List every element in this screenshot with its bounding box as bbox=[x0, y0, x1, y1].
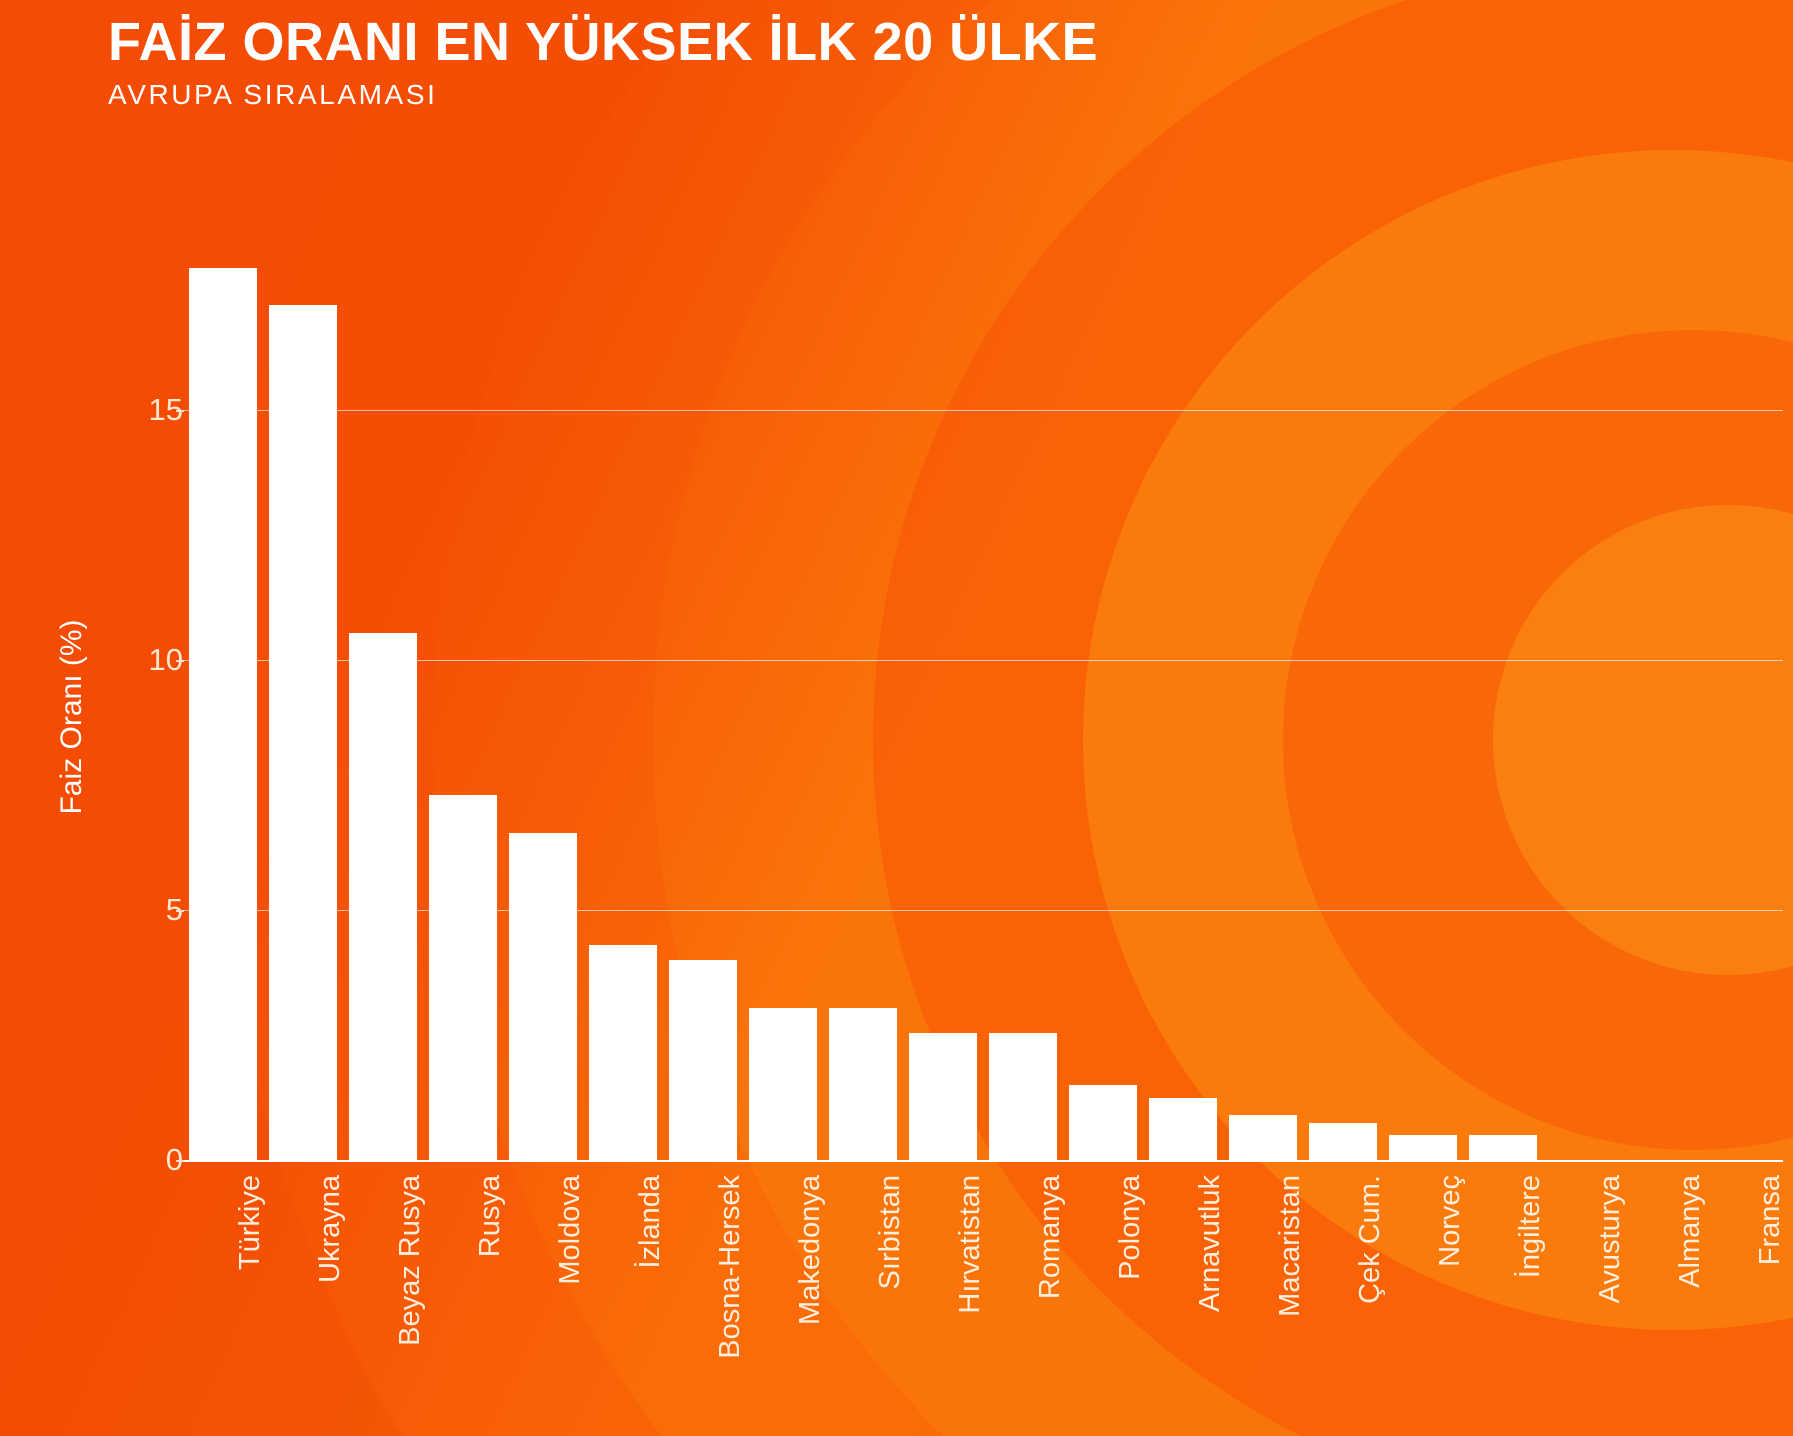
bar[interactable] bbox=[509, 832, 577, 1160]
x-axis-tick-label: Arnavutluk bbox=[1194, 1175, 1226, 1313]
bar-slot[interactable] bbox=[1703, 200, 1783, 1160]
bar[interactable] bbox=[1309, 1122, 1377, 1160]
x-axis-tick-label: Türkiye bbox=[234, 1175, 266, 1271]
bar[interactable] bbox=[429, 795, 497, 1160]
y-axis-label: Faiz Oranı (%) bbox=[55, 619, 88, 815]
bar[interactable] bbox=[589, 945, 657, 1160]
y-tick-label-5: 5 bbox=[165, 892, 183, 927]
bar[interactable] bbox=[669, 960, 737, 1160]
y-tick-label-15: 15 bbox=[148, 392, 183, 427]
x-axis-tick-label: Makedonya bbox=[794, 1175, 826, 1325]
x-axis-tick-label: İzlanda bbox=[634, 1175, 666, 1269]
x-axis-tick-label: Bosna-Hersek bbox=[714, 1175, 746, 1359]
bar[interactable] bbox=[349, 632, 417, 1160]
bar[interactable] bbox=[749, 1007, 817, 1160]
bar[interactable] bbox=[1389, 1135, 1457, 1160]
bar[interactable] bbox=[989, 1032, 1057, 1160]
y-tick-label-10: 10 bbox=[148, 642, 183, 677]
bar-slot[interactable] bbox=[903, 200, 983, 1160]
bar[interactable] bbox=[1229, 1115, 1297, 1160]
bar-slot[interactable] bbox=[263, 200, 343, 1160]
x-axis-tick-label: Sırbistan bbox=[874, 1175, 906, 1290]
y-tick-label-0: 0 bbox=[165, 1142, 183, 1177]
x-axis-tick-label: Moldova bbox=[554, 1175, 586, 1285]
bar-slot[interactable] bbox=[983, 200, 1063, 1160]
bar-slot[interactable] bbox=[1303, 200, 1383, 1160]
bar-slot[interactable] bbox=[1623, 200, 1703, 1160]
x-axis-tick-label: Macaristan bbox=[1274, 1175, 1306, 1317]
bar-slot[interactable] bbox=[1383, 200, 1463, 1160]
bar-slot[interactable] bbox=[183, 200, 263, 1160]
bar-slot[interactable] bbox=[583, 200, 663, 1160]
x-axis-tick-label: Beyaz Rusya bbox=[394, 1175, 426, 1346]
bar-slot[interactable] bbox=[503, 200, 583, 1160]
bar[interactable] bbox=[1469, 1135, 1537, 1160]
bar[interactable] bbox=[909, 1032, 977, 1160]
x-axis-baseline bbox=[183, 1160, 1783, 1162]
x-axis-tick-label: Romanya bbox=[1034, 1175, 1066, 1300]
bar[interactable] bbox=[269, 305, 337, 1160]
bar[interactable] bbox=[189, 267, 257, 1160]
bar-slot[interactable] bbox=[1543, 200, 1623, 1160]
bar-slot[interactable] bbox=[343, 200, 423, 1160]
bar[interactable] bbox=[1069, 1085, 1137, 1160]
chart-subtitle: AVRUPA SIRALAMASI bbox=[108, 78, 438, 110]
chart-header: FAİZ ORANI EN YÜKSEK İLK 20 ÜLKE AVRUPA … bbox=[108, 14, 1098, 111]
bar-slot[interactable] bbox=[423, 200, 503, 1160]
bar-slot[interactable] bbox=[1223, 200, 1303, 1160]
bar-slot[interactable] bbox=[1143, 200, 1223, 1160]
x-axis-tick-label: Norveç bbox=[1434, 1175, 1466, 1267]
bar-slot[interactable] bbox=[1063, 200, 1143, 1160]
bar-slot[interactable] bbox=[663, 200, 743, 1160]
chart-title: FAİZ ORANI EN YÜKSEK İLK 20 ÜLKE bbox=[108, 12, 1099, 72]
x-axis-tick-label: Fransa bbox=[1754, 1175, 1786, 1266]
bar[interactable] bbox=[829, 1007, 897, 1160]
x-axis-tick-label: Almanya bbox=[1674, 1175, 1706, 1288]
bar-slot[interactable] bbox=[743, 200, 823, 1160]
x-axis-tick-label: Ukrayna bbox=[314, 1175, 346, 1283]
bar-series bbox=[183, 200, 1783, 1160]
x-axis-tick-label: Rusya bbox=[474, 1175, 506, 1258]
bar-slot[interactable] bbox=[1463, 200, 1543, 1160]
x-axis-tick-label: İngiltere bbox=[1514, 1175, 1546, 1279]
x-axis-tick-label: Polonya bbox=[1114, 1175, 1146, 1280]
x-axis-tick-label: Hırvatistan bbox=[954, 1175, 986, 1314]
x-axis-tick-label: Avusturya bbox=[1594, 1175, 1626, 1304]
bar-slot[interactable] bbox=[823, 200, 903, 1160]
x-axis-tick-label: Çek Cum. bbox=[1354, 1175, 1386, 1304]
bar[interactable] bbox=[1149, 1097, 1217, 1160]
